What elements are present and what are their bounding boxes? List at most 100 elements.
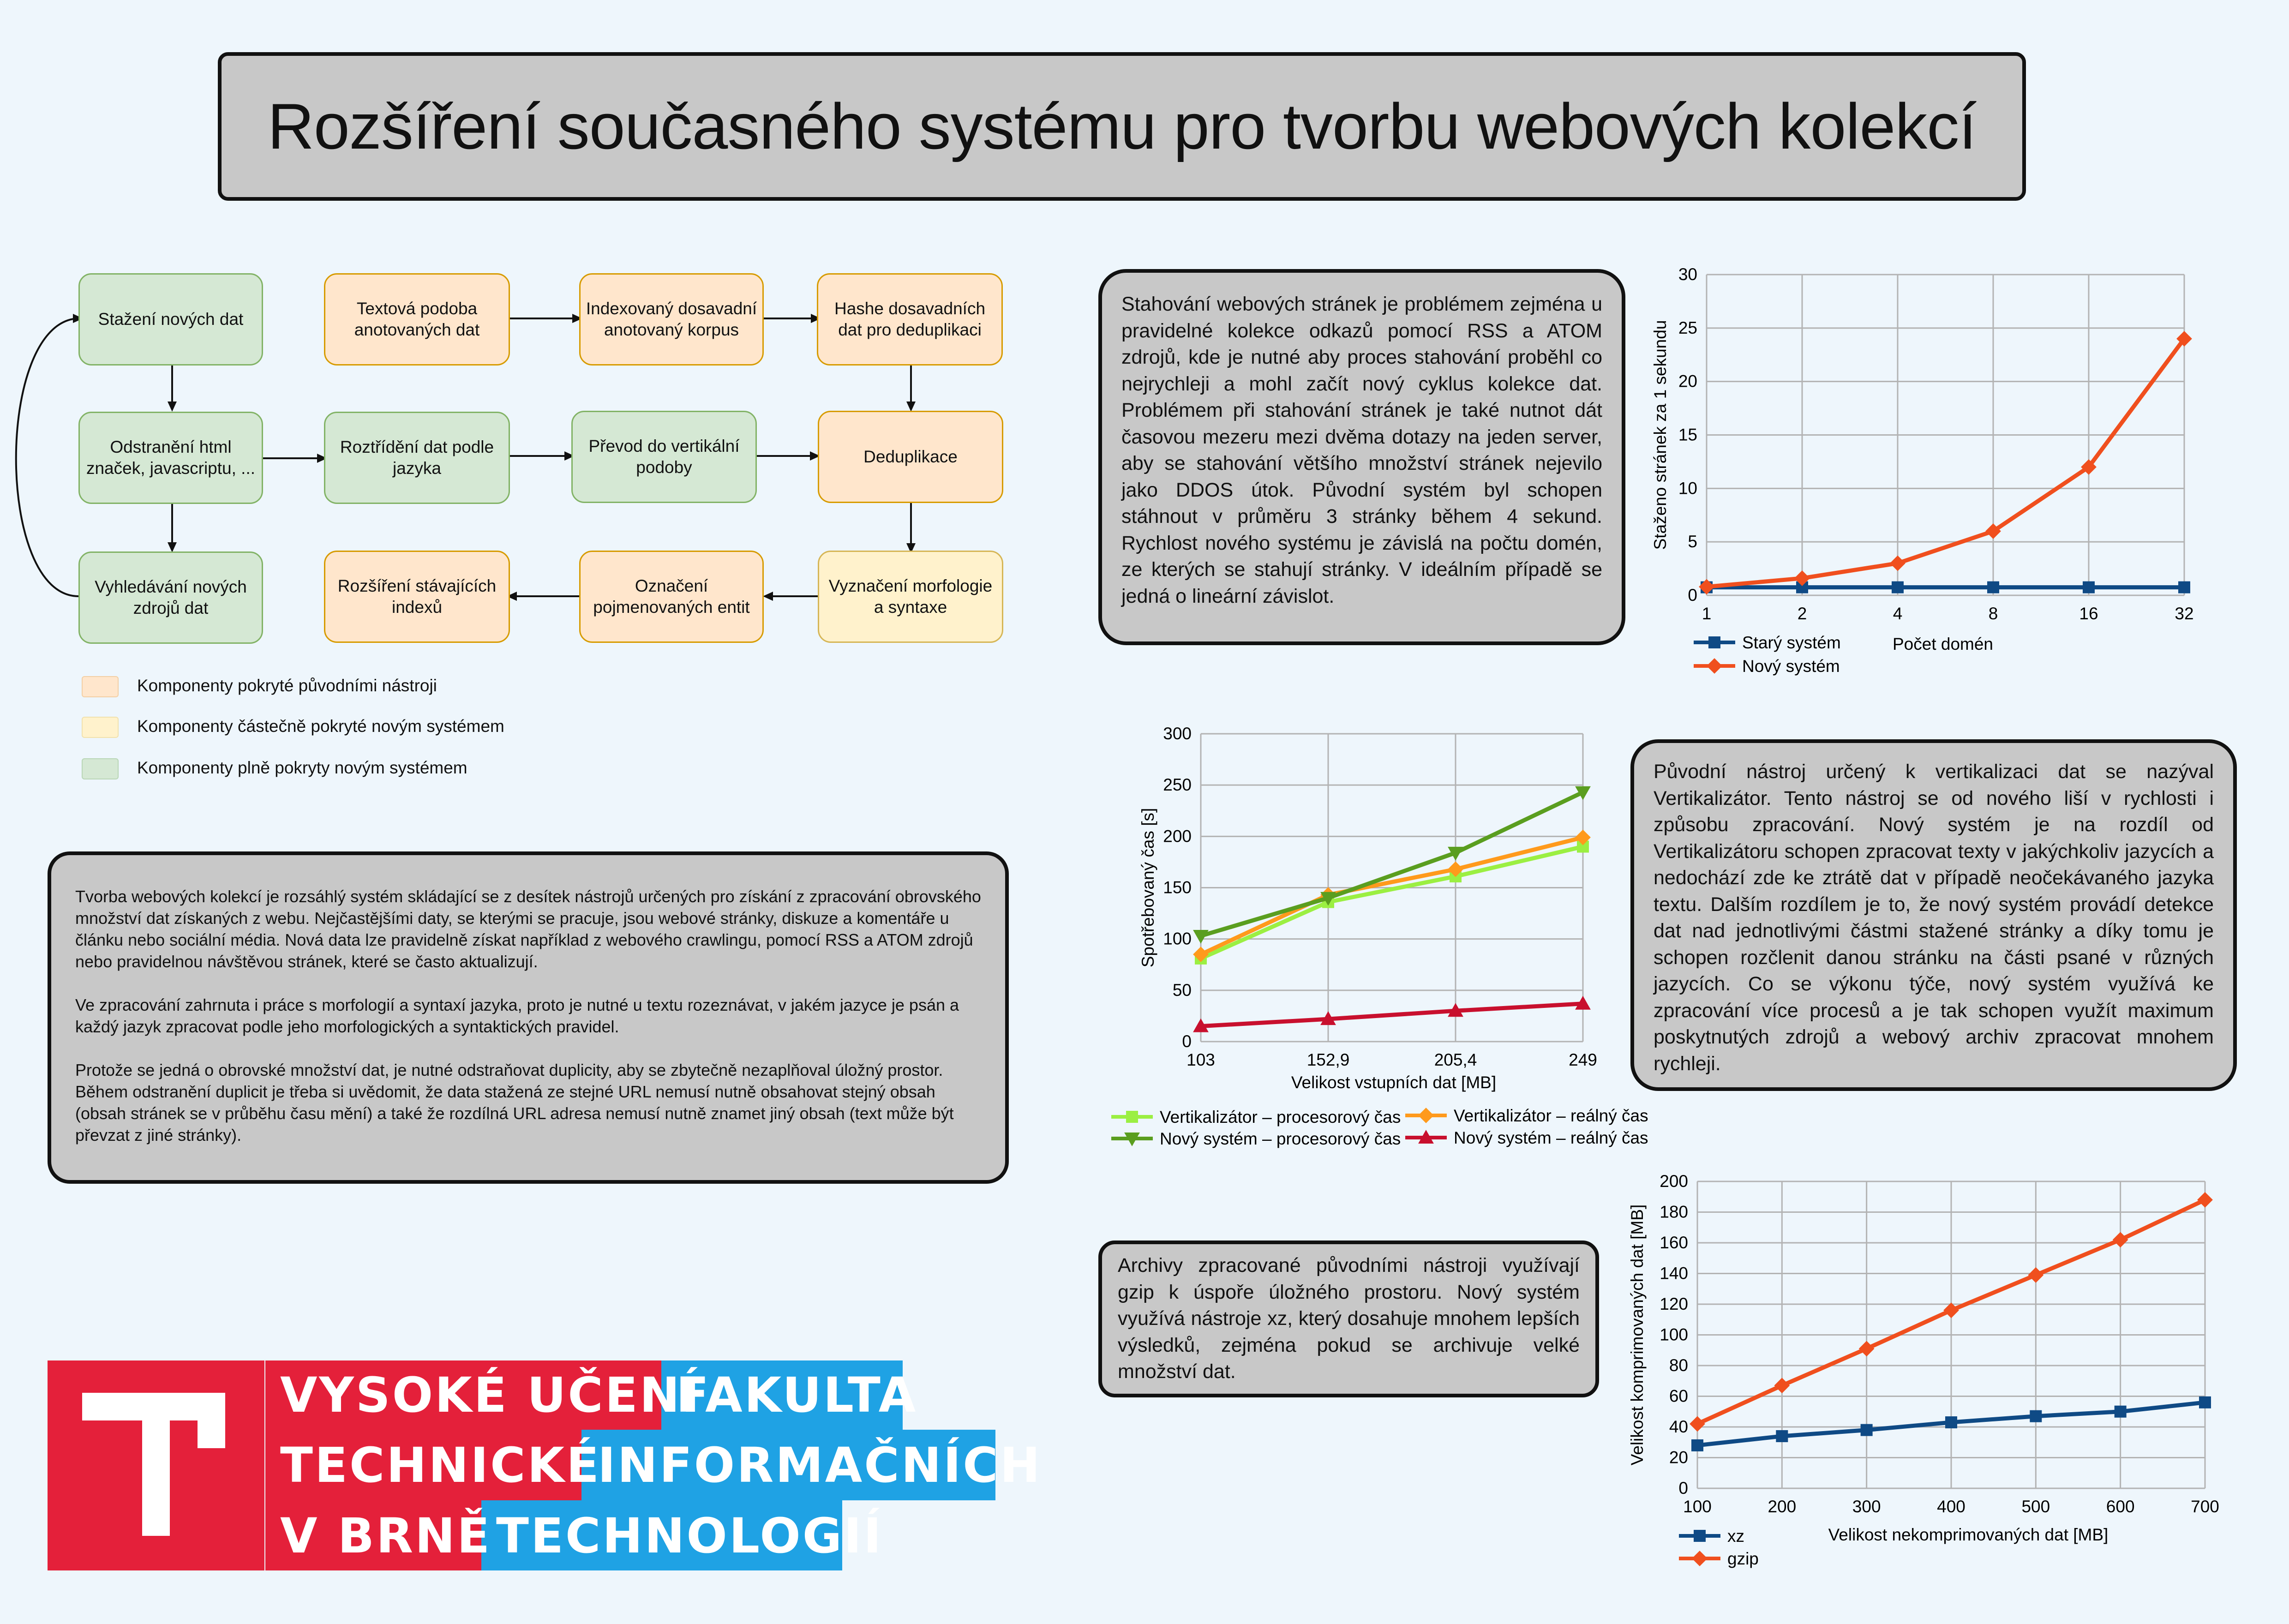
- point-marker: [1890, 555, 1906, 571]
- x-tick-label: 152,9: [1307, 1050, 1350, 1069]
- arrowhead: [168, 402, 177, 412]
- logo-bar: [581, 1430, 995, 1500]
- legend-label-full: Komponenty plně pokryty novým systémem: [137, 758, 467, 777]
- x-tick-label: 100: [1683, 1497, 1712, 1516]
- point-marker: [1448, 861, 1463, 877]
- series-line: [1200, 835, 1584, 957]
- point-marker: [1892, 581, 1904, 593]
- point-marker: [1692, 1551, 1708, 1566]
- point-marker: [1860, 1424, 1873, 1436]
- intro-paragraph: Protože se jedná o obrovské množství dat…: [75, 1061, 954, 1145]
- y-tick-label: 20: [1678, 372, 1697, 391]
- x-tick-label: 600: [2106, 1497, 2135, 1516]
- arrowhead: [168, 542, 177, 552]
- point-marker: [2030, 1410, 2042, 1422]
- logo-text: TECHNICKÉ: [280, 1437, 601, 1493]
- point-marker: [1448, 1003, 1463, 1017]
- download-text: Stahování webových stránek je problémem …: [1121, 293, 1602, 607]
- logo-bar: [265, 1430, 581, 1500]
- point-marker: [1193, 1018, 1209, 1032]
- point-marker: [1707, 658, 1722, 674]
- x-tick-label: 500: [2021, 1497, 2050, 1516]
- point-marker: [2197, 1192, 2213, 1208]
- title-banner: Rozšíření současného systému pro tvorbu …: [218, 52, 2026, 201]
- y-axis-label: Staženo stránek za 1 sekundu: [1651, 320, 1670, 550]
- intro-paragraph: Ve zpracování zahrnuta i práce s morfolo…: [75, 995, 959, 1036]
- arrowhead: [572, 314, 582, 323]
- vertical-textbox: Původní nástroj určený k vertikalizaci d…: [1630, 739, 2237, 1091]
- intro-textbox: Tvorba webových kolekcí je rozsáhlý syst…: [48, 851, 1009, 1184]
- y-tick-label: 100: [1163, 929, 1192, 948]
- vertical-text: Původní nástroj určený k vertikalizaci d…: [1654, 761, 2214, 1075]
- chart-compression: 0 20 40 60 80 100 120 140 160 180 200 100 200 300 400 5…: [1628, 1172, 2219, 1568]
- chart-vertical-time: 0 50 100 150 200 250 300 103 152,9 205,4 249 Veliko…: [1111, 724, 1648, 1148]
- point-marker: [2028, 1267, 2044, 1283]
- node-oznaceni: Označení pojmenovaných entit: [579, 551, 764, 643]
- x-tick-label: 8: [1989, 604, 1998, 623]
- y-tick-label: 50: [1173, 981, 1192, 1000]
- point-marker: [1418, 1130, 1434, 1144]
- x-tick-label: 700: [2191, 1497, 2219, 1516]
- arrow: [15, 318, 79, 597]
- legend-label: xz: [1727, 1527, 1744, 1546]
- y-tick-label: 15: [1678, 425, 1697, 444]
- y-tick-label: 0: [1688, 586, 1697, 605]
- point-marker: [1418, 1108, 1434, 1123]
- x-tick-label: 249: [1569, 1050, 1597, 1069]
- legend-swatch-full: [82, 758, 119, 779]
- point-marker: [1575, 829, 1591, 845]
- legend-label: Vertikalizátor – procesorový čas: [1160, 1108, 1401, 1127]
- flow-arrows: [15, 314, 916, 601]
- point-marker: [1776, 1430, 1788, 1442]
- node-roztrideni: Roztřídění dat podle jazyka: [324, 412, 510, 504]
- download-textbox: Stahování webových stránek je problémem …: [1098, 269, 1625, 645]
- point-marker: [1320, 892, 1336, 906]
- point-marker: [2178, 581, 2190, 593]
- legend-label: Nový systém: [1742, 657, 1840, 676]
- arrowhead: [317, 454, 327, 463]
- logo-bar: [265, 1500, 481, 1570]
- x-tick-label: 16: [2079, 604, 2098, 623]
- logo-text: INFORMAČNÍCH: [598, 1437, 1042, 1493]
- x-axis-label: Velikost nekomprimovaných dat [MB]: [1828, 1525, 2109, 1544]
- intro-paragraph: Tvorba webových kolekcí je rozsáhlý syst…: [75, 887, 981, 971]
- y-tick-label: 25: [1678, 318, 1697, 337]
- node-vyhledavani: Vyhledávání nových zdrojů dat: [78, 551, 263, 644]
- node-deduplikace: Deduplikace: [818, 411, 1003, 503]
- point-marker: [1945, 1416, 1957, 1429]
- legend-label: gzip: [1727, 1549, 1759, 1568]
- x-tick-label: 300: [1852, 1497, 1881, 1516]
- point-marker: [2112, 1232, 2128, 1248]
- point-marker: [1124, 1133, 1140, 1146]
- point-marker: [1774, 1378, 1790, 1394]
- node-odstraneni: Odstranění html značek, javascriptu, ...: [78, 412, 263, 504]
- arrowhead: [763, 592, 773, 601]
- legend-swatch-partial: [82, 717, 119, 738]
- point-marker: [1320, 1011, 1336, 1025]
- x-tick-label: 2: [1798, 604, 1807, 623]
- point-marker: [1690, 1416, 1705, 1432]
- node-rozsireni: Rozšíření stávajících indexů: [324, 551, 510, 643]
- y-tick-label: 140: [1660, 1264, 1688, 1283]
- y-tick-label: 250: [1163, 775, 1192, 794]
- point-marker: [2083, 581, 2095, 593]
- y-tick-label: 160: [1660, 1233, 1688, 1252]
- y-tick-label: 150: [1163, 878, 1192, 897]
- y-tick-label: 40: [1669, 1417, 1688, 1436]
- arrowhead: [906, 402, 916, 412]
- logo-text: V BRNĚ: [280, 1508, 492, 1564]
- x-tick-label: 400: [1937, 1497, 1965, 1516]
- point-marker: [1193, 947, 1209, 962]
- y-tick-label: 5: [1688, 532, 1697, 551]
- logo-bar: [661, 1360, 903, 1430]
- y-tick-label: 300: [1163, 724, 1192, 743]
- logo-text: FAKULTA: [676, 1367, 918, 1423]
- point-marker: [1126, 1111, 1138, 1123]
- y-tick-label: 200: [1660, 1172, 1688, 1191]
- point-marker: [1448, 846, 1463, 861]
- point-marker: [1575, 995, 1591, 1010]
- logo-bar: [265, 1360, 661, 1430]
- x-tick-label: 4: [1893, 604, 1903, 623]
- node-textova: Textová podoba anotovaných dat: [324, 273, 510, 366]
- legend-label: Nový systém – reálný čas: [1454, 1128, 1648, 1147]
